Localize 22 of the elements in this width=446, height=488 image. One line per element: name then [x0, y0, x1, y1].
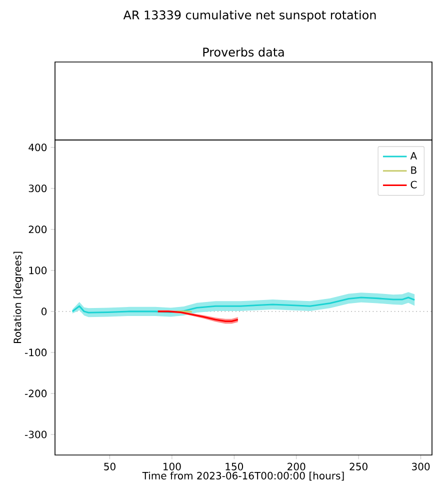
y-tick-label: 200	[28, 226, 47, 234]
legend-label: A	[410, 152, 417, 160]
y-tick-label: 0	[42, 308, 47, 316]
x-tick-label: 150	[226, 462, 244, 470]
x-tick-label: 250	[350, 462, 368, 470]
legend-label: C	[410, 180, 417, 188]
x-tick-label: 200	[288, 462, 306, 470]
y-tick-label: -200	[25, 390, 47, 398]
line-series	[72, 296, 416, 314]
chart-subtitle: Proverbs data	[203, 47, 284, 57]
x-tick-label: 300	[412, 462, 430, 470]
y-tick-label: -300	[25, 430, 47, 438]
y-tick-label: 100	[29, 266, 47, 274]
x-tick-label: 50	[104, 462, 116, 470]
y-tick-label: 300	[28, 184, 47, 192]
y-axis-title: Rotation [degrees]	[13, 252, 24, 344]
x-axis-title: Time from 2023-06-16T00:00:00 [hours]	[142, 472, 344, 481]
y-tick-label: -100	[25, 348, 47, 356]
chart-title: AR 13339 cumulative net sunspot rotation	[123, 10, 376, 22]
x-tick-label: 100	[164, 462, 181, 470]
y-tick-label: 400	[28, 144, 47, 152]
legend-label: B	[411, 166, 416, 174]
